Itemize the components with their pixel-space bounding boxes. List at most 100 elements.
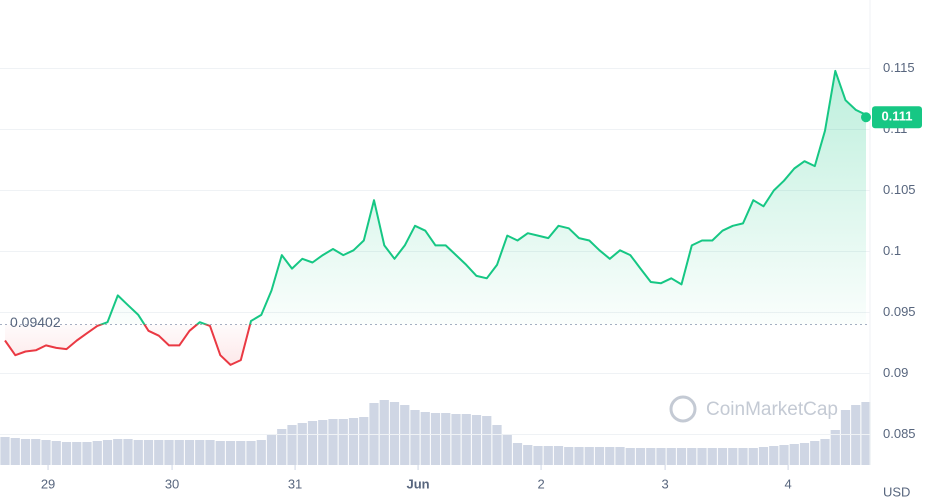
volume-bar <box>687 448 697 465</box>
volume-bar <box>420 412 430 465</box>
y-tick-label: 0.095 <box>883 304 916 319</box>
x-tick-label: 29 <box>41 476 55 491</box>
volume-bar <box>697 448 707 465</box>
volume-bar <box>379 400 389 465</box>
volume-bar <box>748 448 758 465</box>
currency-label: USD <box>883 484 910 499</box>
volume-bar <box>256 440 266 465</box>
volume-bar <box>102 440 113 465</box>
volume-bar <box>728 448 738 465</box>
watermark-logo <box>669 395 697 423</box>
price-line <box>4 69 867 366</box>
volume-bar <box>51 441 61 465</box>
x-tick-label: 4 <box>784 476 791 491</box>
volume-bar <box>830 430 840 465</box>
volume-bar <box>543 446 553 465</box>
x-tick-label: 31 <box>288 476 302 491</box>
x-tick-label: Jun <box>407 476 430 491</box>
volume-bar <box>246 441 256 465</box>
volume-bar <box>338 419 348 465</box>
volume-bar <box>533 446 543 465</box>
volume-bar <box>799 443 810 465</box>
volume-bar <box>820 439 830 465</box>
volume-bar <box>769 446 779 465</box>
volume-bar <box>287 425 297 465</box>
volume-bar <box>359 417 369 465</box>
volume-bar <box>72 442 82 465</box>
volume-bar <box>605 447 615 465</box>
volume-bar <box>20 439 31 465</box>
volume-bar <box>676 448 687 465</box>
volume-bar <box>584 447 594 465</box>
volume-bar <box>174 440 184 465</box>
volume-bar <box>205 440 215 465</box>
volume-bar <box>779 445 789 465</box>
volume-bar <box>471 415 482 465</box>
volume-bar <box>594 447 605 465</box>
volume-bar <box>410 410 420 465</box>
x-tick-label: 30 <box>165 476 179 491</box>
volume-bar <box>236 441 246 465</box>
volume-bar <box>266 435 277 465</box>
volume-bar <box>461 414 471 465</box>
volume-bar <box>328 419 338 465</box>
volume-bar <box>564 447 574 465</box>
volume-bar <box>861 402 871 465</box>
current-dot <box>861 112 871 123</box>
volume-bar <box>82 442 92 465</box>
volume-bar <box>851 405 861 465</box>
volume-bar <box>512 443 523 465</box>
current-badge <box>872 106 922 129</box>
volume-bar <box>482 416 492 465</box>
volume-bar <box>133 440 143 465</box>
x-tick-label: 3 <box>661 476 668 491</box>
volume-bar <box>31 439 41 465</box>
volume-bar <box>164 440 174 465</box>
volume-bar <box>92 441 102 465</box>
volume-bar <box>492 425 502 465</box>
volume-bar <box>666 448 676 465</box>
x-tick-label: 2 <box>537 476 544 491</box>
volume-bar <box>0 437 10 465</box>
volume-bar <box>215 441 225 465</box>
volume-bar <box>635 448 646 465</box>
y-tick-label: 0.085 <box>883 426 916 441</box>
volume-bar <box>307 421 318 465</box>
volume-bar <box>113 439 123 465</box>
volume-bar <box>625 448 635 465</box>
volume-bar <box>348 418 359 465</box>
volume-bar <box>318 420 328 465</box>
volume-bar <box>225 441 236 465</box>
volume-bar <box>553 446 564 465</box>
volume-bar <box>195 440 205 465</box>
volume-bar <box>738 448 748 465</box>
volume-bar <box>646 448 656 465</box>
volume-bar <box>441 413 451 465</box>
volume-bar <box>154 440 164 465</box>
volume-bar <box>10 438 20 465</box>
volume-bar <box>717 448 728 465</box>
watermark-text: CoinMarketCap <box>706 399 838 420</box>
volume-bar <box>810 441 820 465</box>
volume-bar <box>184 440 195 465</box>
volume-bar <box>143 440 154 465</box>
volume-bar <box>61 442 72 465</box>
y-tick-label: 0.105 <box>883 182 916 197</box>
volume-bar <box>656 448 666 465</box>
volume-bar <box>758 447 769 465</box>
volume-layer <box>0 400 871 465</box>
volume-bar <box>615 447 625 465</box>
volume-bar <box>389 402 400 465</box>
volume-bar <box>789 444 799 465</box>
volume-bar <box>707 448 717 465</box>
y-tick-label: 0.1 <box>883 243 901 258</box>
volume-bar <box>523 445 533 465</box>
volume-bar <box>502 435 512 465</box>
y-tick-label: 0.09 <box>883 365 908 380</box>
y-tick-label: 0.115 <box>883 60 915 75</box>
volume-bar <box>430 413 441 465</box>
volume-bar <box>840 410 851 465</box>
current-price-label: 0.111 <box>881 109 912 124</box>
watermark: CoinMarketCap <box>669 395 838 423</box>
